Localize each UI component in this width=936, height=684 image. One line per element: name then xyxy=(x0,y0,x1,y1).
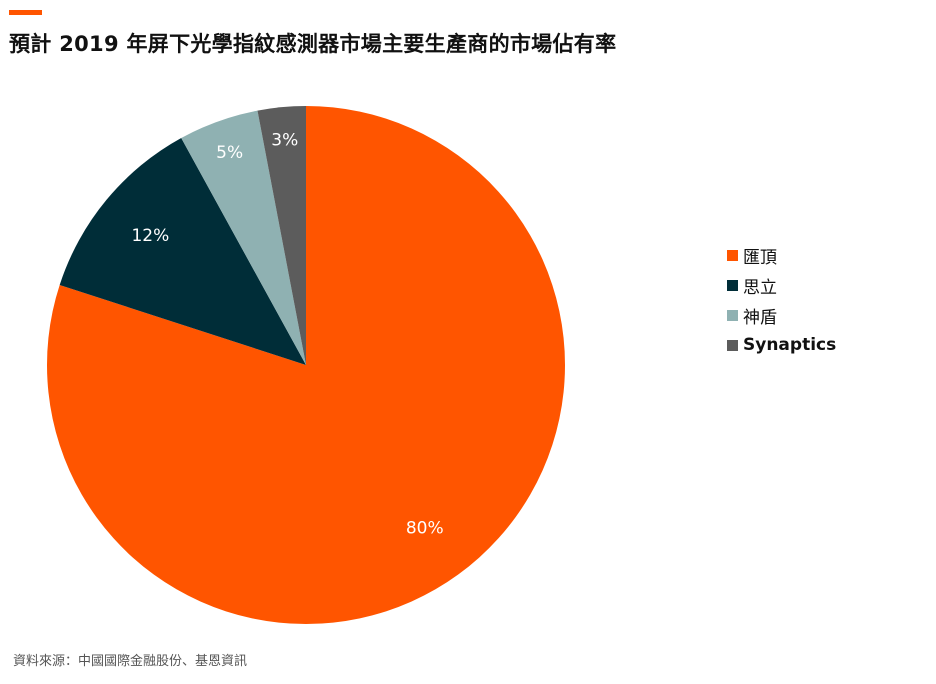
legend-item-synaptics: Synaptics xyxy=(727,330,836,360)
legend-label-shendun: 神盾 xyxy=(743,307,777,328)
legend-swatch-shendun xyxy=(727,309,738,321)
chart-title: 預計 2019 年屏下光學指紋感測器市場主要生產商的市場佔有率 xyxy=(9,32,617,56)
legend-label-sili: 思立 xyxy=(743,277,777,298)
pie-slice-sili xyxy=(59,138,306,365)
title-accent-bar xyxy=(9,10,42,15)
legend-item-shendun: 神盾 xyxy=(727,300,836,330)
pie-slice-synaptics xyxy=(257,106,306,365)
legend-label-synaptics: Synaptics xyxy=(743,335,837,355)
legend-item-sili: 思立 xyxy=(727,270,836,300)
legend-label-huiding: 匯頂 xyxy=(743,247,777,268)
legend-item-huiding: 匯頂 xyxy=(727,240,836,270)
slice-label-sili: 12% xyxy=(131,226,169,246)
legend-swatch-huiding xyxy=(727,249,738,261)
legend-swatch-synaptics xyxy=(727,339,738,351)
source-note: 資料來源：中國國際金融股份、基恩資訊 xyxy=(13,654,248,669)
slice-label-shendun: 5% xyxy=(216,143,243,163)
slice-label-synaptics: 3% xyxy=(271,131,298,151)
legend-swatch-sili xyxy=(727,279,738,291)
chart-legend: 匯頂 思立 神盾 Synaptics xyxy=(727,240,836,360)
pie-slice-shendun xyxy=(181,110,306,365)
pie-slice-huiding xyxy=(47,106,566,624)
slice-label-huiding: 80% xyxy=(406,518,444,538)
